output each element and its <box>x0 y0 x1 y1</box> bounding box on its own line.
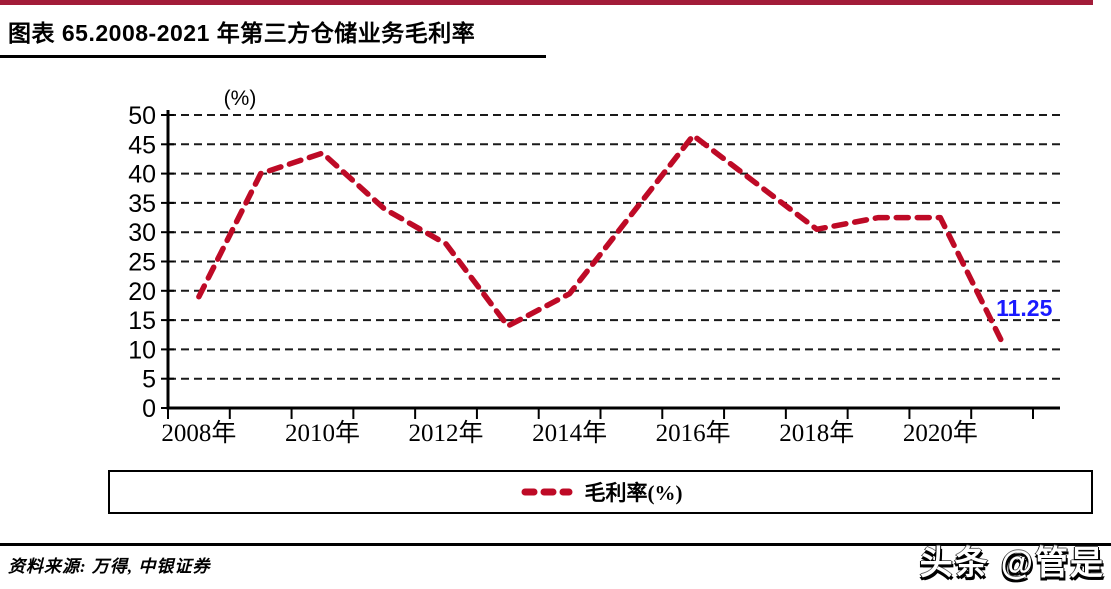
y-tick-label: 50 <box>128 102 156 130</box>
legend: 毛利率(%) <box>108 470 1093 514</box>
page-title: 图表 65.2008-2021 年第三方仓储业务毛利率 <box>8 20 476 46</box>
x-tick-label: 2016年 <box>656 419 731 447</box>
data-label-last-point: 11.25 <box>996 295 1052 321</box>
y-tick-label: 45 <box>128 131 156 159</box>
y-tick-label: 15 <box>128 307 156 335</box>
y-tick-label: 5 <box>142 366 156 394</box>
legend-dash-icon <box>521 488 572 496</box>
source-note: 资料来源: 万得, 中银证券 <box>8 557 211 576</box>
x-tick-label: 2020年 <box>903 419 978 447</box>
accent-bar <box>0 0 1093 5</box>
unit-label: (%) <box>224 87 257 110</box>
y-tick-label: 40 <box>128 161 156 189</box>
y-tick-label: 25 <box>128 249 156 277</box>
x-tick-label: 2010年 <box>285 419 360 447</box>
watermark: 头条 @管是 <box>919 544 1105 581</box>
y-tick-label: 20 <box>128 278 156 306</box>
x-tick-label: 2018年 <box>779 419 854 447</box>
x-tick-label: 2008年 <box>161 419 236 447</box>
x-tick-label: 2012年 <box>409 419 484 447</box>
y-tick-label: 0 <box>142 395 156 423</box>
series-line-gross-margin <box>196 132 1005 345</box>
y-tick-label: 10 <box>128 336 156 364</box>
legend-label: 毛利率(%) <box>584 481 683 505</box>
x-tick-label: 2014年 <box>532 419 607 447</box>
title-rule <box>0 55 546 58</box>
footer-rule <box>0 543 1111 546</box>
y-tick-label: 35 <box>128 190 156 218</box>
y-tick-label: 30 <box>128 219 156 247</box>
